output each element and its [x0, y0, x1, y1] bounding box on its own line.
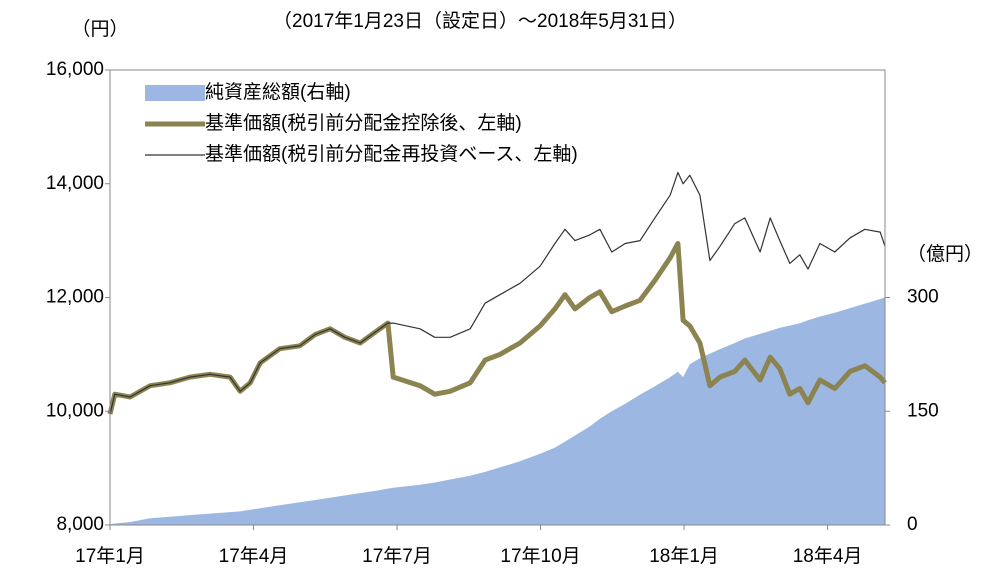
y2-axis-label: （億円） — [907, 243, 983, 265]
y-axis-label: （円） — [71, 18, 128, 40]
x-tick-label: 18年1月 — [649, 545, 719, 567]
line — [109, 171, 886, 415]
y-tick-label: 8,000 — [56, 514, 104, 535]
x-tick-label: 18年4月 — [793, 545, 863, 567]
x-tick-label: 17年4月 — [219, 545, 289, 567]
legend-label: 基準価額(税引前分配金再投資ベース、左軸) — [205, 143, 578, 165]
legend-label: 純資産総額(右軸) — [205, 81, 351, 103]
y2-tick-label: 0 — [907, 514, 918, 535]
y2-tick-label: 150 — [907, 400, 939, 421]
y-tick-label: 14,000 — [46, 173, 104, 194]
legend-swatch — [145, 85, 205, 101]
legend-label: 基準価額(税引前分配金控除後、左軸) — [205, 112, 522, 134]
y2-tick-label: 300 — [907, 287, 939, 308]
chart-title: （2017年1月23日（設定日）～2018年5月31日） — [273, 10, 687, 32]
y-tick-label: 12,000 — [46, 287, 104, 308]
area — [110, 297, 885, 525]
y-tick-label: 10,000 — [46, 400, 104, 421]
x-tick-label: 17年10月 — [500, 545, 580, 567]
y-tick-label: 16,000 — [46, 59, 104, 80]
x-tick-label: 17年1月 — [75, 545, 145, 567]
x-tick-label: 17年7月 — [362, 545, 432, 567]
